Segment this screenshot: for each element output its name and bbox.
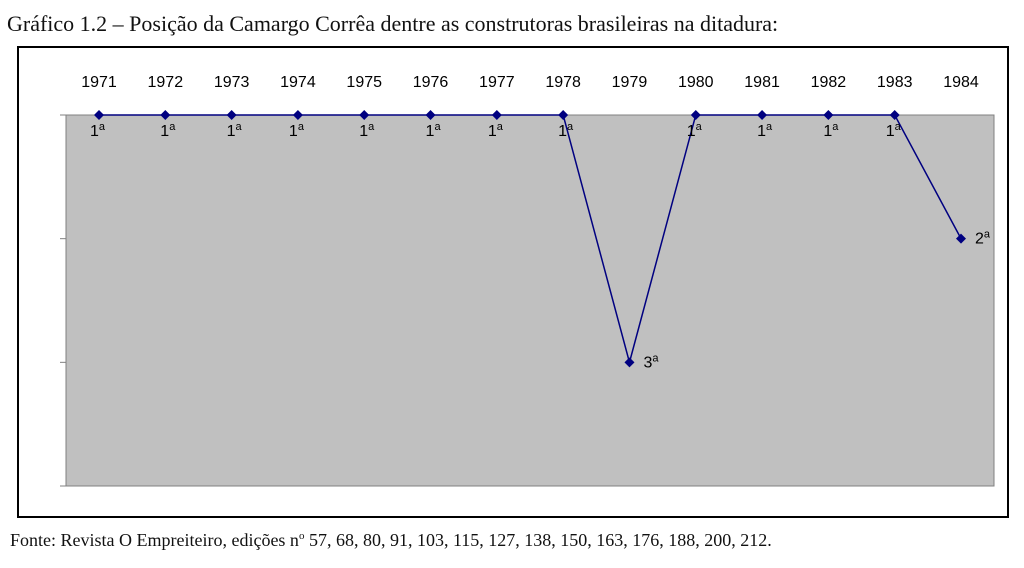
plot-area-group bbox=[65, 114, 995, 487]
x-tick-label: 1974 bbox=[280, 74, 316, 91]
data-point-marker bbox=[690, 110, 701, 120]
series-line-group bbox=[99, 114, 962, 366]
rank-labels-group: 1a 1a 1a 1a 1a 1a 1a 1a 3a 1a 1a 1a 1a 2a bbox=[90, 121, 991, 371]
x-tick-label: 1984 bbox=[943, 74, 979, 91]
data-point-marker bbox=[160, 110, 171, 120]
data-label: 1a bbox=[227, 121, 243, 140]
data-label: 1a bbox=[90, 121, 106, 140]
data-point-marker bbox=[425, 110, 436, 120]
x-tick-label: 1971 bbox=[81, 74, 117, 91]
source-prefix: Fonte: Revista O Empreiteiro, edições n bbox=[10, 530, 299, 550]
data-point-marker bbox=[889, 110, 900, 120]
data-label: 1a bbox=[823, 121, 839, 140]
data-label: 1a bbox=[558, 121, 574, 140]
marker-group bbox=[94, 110, 966, 368]
x-tick-label: 1975 bbox=[346, 74, 382, 91]
x-tick-label: 1980 bbox=[678, 74, 714, 91]
year-labels-group: 1971 1972 1973 1974 1975 1976 1977 1978 1979 1980… bbox=[81, 74, 979, 91]
data-point-marker bbox=[624, 357, 635, 368]
data-point-marker bbox=[292, 110, 303, 120]
plot-area bbox=[65, 114, 995, 487]
data-point-marker bbox=[491, 110, 502, 120]
x-tick-label: 1977 bbox=[479, 74, 515, 91]
source-note: Fonte: Revista O Empreiteiro, edições no… bbox=[10, 530, 772, 551]
x-tick-label: 1973 bbox=[214, 74, 250, 91]
chart-title: Gráfico 1.2 – Posição da Camargo Corrêa … bbox=[7, 11, 779, 36]
x-tick-label: 1976 bbox=[413, 74, 449, 91]
data-label: 1a bbox=[359, 121, 375, 140]
data-point-marker bbox=[823, 110, 834, 120]
x-tick-label: 1983 bbox=[877, 74, 913, 91]
source-suffix: 57, 68, 80, 91, 103, 115, 127, 138, 150,… bbox=[304, 530, 772, 550]
x-tick-label: 1982 bbox=[811, 74, 847, 91]
data-label: 1a bbox=[886, 121, 902, 140]
data-point-marker bbox=[956, 233, 966, 244]
data-point-marker bbox=[226, 110, 237, 120]
data-label: 1a bbox=[426, 121, 442, 140]
data-label: 1a bbox=[488, 121, 504, 140]
source-superscript: o bbox=[298, 530, 305, 542]
data-point-marker bbox=[94, 110, 104, 120]
data-label: 1a bbox=[757, 121, 773, 140]
data-point-marker bbox=[757, 110, 768, 120]
x-tick-label: 1979 bbox=[612, 74, 648, 91]
x-tick-label: 1978 bbox=[545, 74, 581, 91]
x-tick-label: 1972 bbox=[148, 74, 184, 91]
series-line bbox=[99, 114, 962, 366]
data-point-marker bbox=[558, 110, 569, 120]
data-point-marker bbox=[359, 110, 370, 120]
data-label: 1a bbox=[160, 121, 176, 140]
data-label: 2a bbox=[975, 229, 991, 248]
x-tick-label: 1981 bbox=[744, 74, 780, 91]
data-label: 3a bbox=[643, 352, 659, 371]
data-label: 1a bbox=[289, 121, 305, 140]
data-label: 1a bbox=[687, 121, 703, 140]
